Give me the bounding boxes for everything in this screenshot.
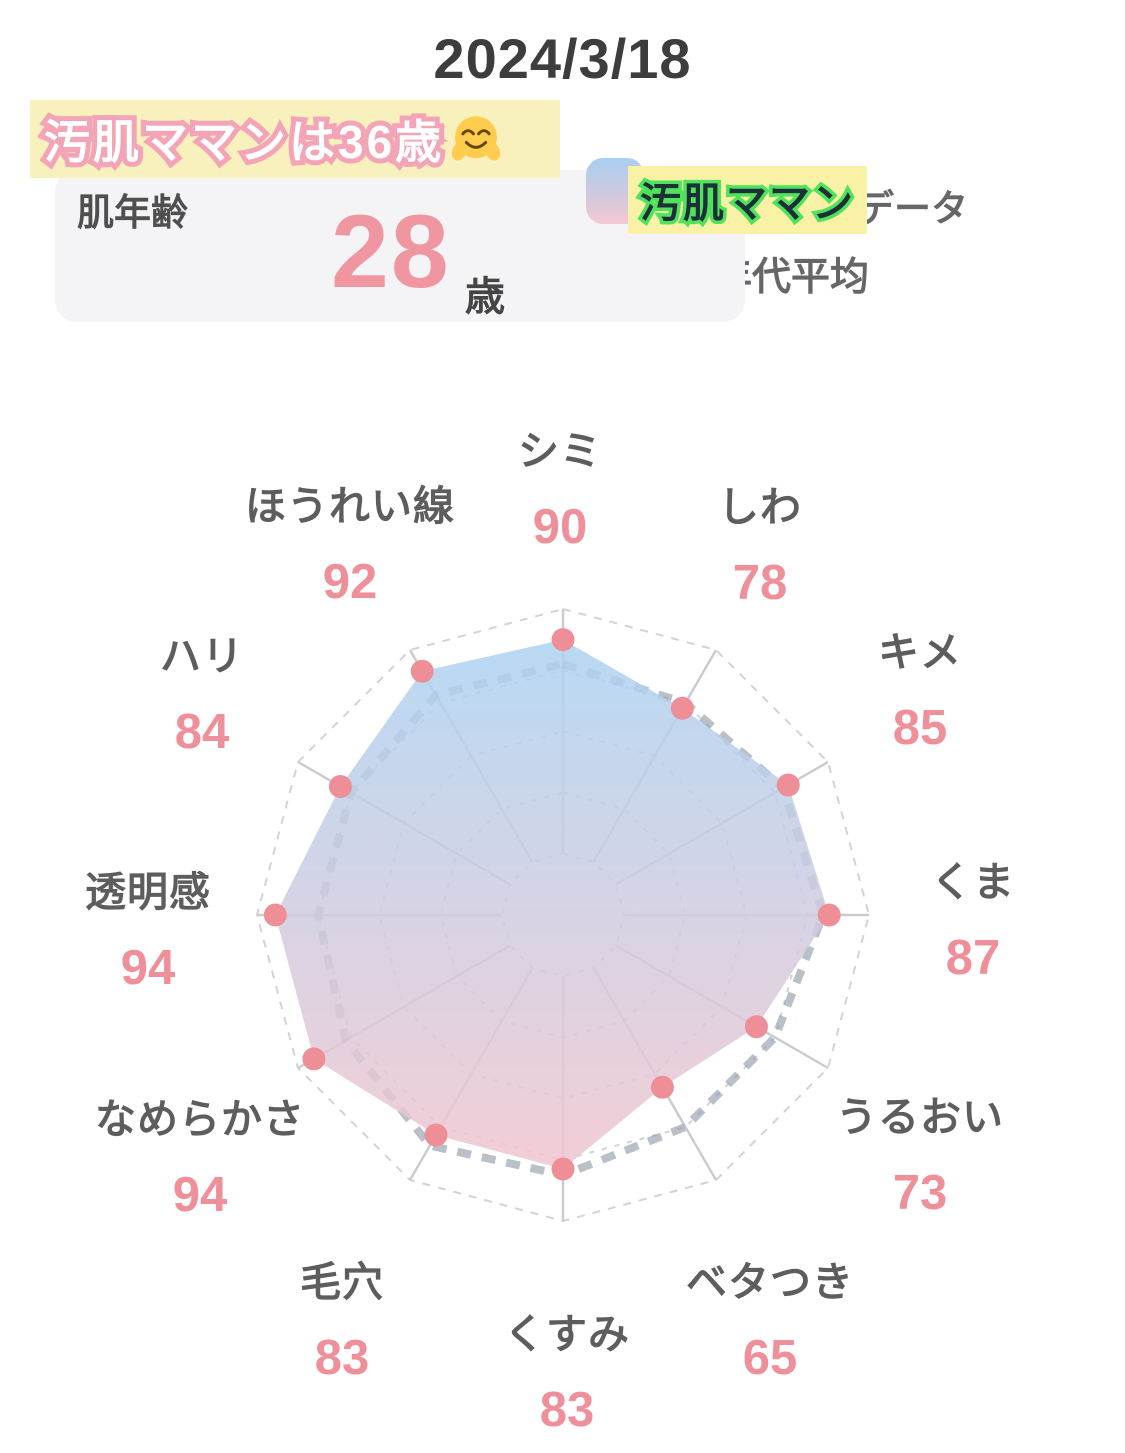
data-point-11 xyxy=(410,659,434,683)
axis-value-3: 87 xyxy=(945,931,1001,985)
data-point-10 xyxy=(328,774,352,798)
user-series-name: 汚肌ママン 汚肌ママン xyxy=(637,169,857,230)
data-point-3 xyxy=(817,903,841,927)
axis-label-2: キメ xyxy=(878,629,962,675)
axis-value-5: 65 xyxy=(742,1331,798,1385)
axis-value-4: 73 xyxy=(892,1166,948,1220)
hugging-face-emoji xyxy=(452,116,501,161)
user-series-name-highlight: 汚肌ママン 汚肌ママン xyxy=(628,166,867,234)
axis-label-4: うるおい xyxy=(836,1094,1004,1140)
data-point-7 xyxy=(424,1123,448,1147)
axis-label-6: くすみ xyxy=(504,1311,630,1357)
skin-age-unit: 歳 xyxy=(465,275,505,319)
axis-label-3: くま xyxy=(931,859,1015,905)
axis-value-6: 83 xyxy=(539,1383,595,1437)
data-point-8 xyxy=(302,1047,326,1071)
report-date: 2024/3/18 xyxy=(433,27,692,90)
title-banner: 汚肌ママンは36歳 汚肌ママンは36歳 xyxy=(30,100,560,178)
data-point-6 xyxy=(551,1157,575,1181)
data-point-5 xyxy=(650,1075,674,1099)
user-series-area xyxy=(275,639,830,1169)
axis-value-9: 94 xyxy=(120,941,176,995)
axis-label-8: なめらかさ xyxy=(95,1096,305,1142)
axis-label-7: 毛穴 xyxy=(300,1259,384,1305)
skin-age-value: 28 xyxy=(331,194,451,310)
axis-value-11: 92 xyxy=(322,555,378,609)
axis-label-0: シミ xyxy=(518,428,602,474)
axis-value-7: 83 xyxy=(314,1331,370,1385)
data-point-0 xyxy=(551,628,575,652)
axis-value-1: 78 xyxy=(732,556,788,610)
axis-label-1: しわ xyxy=(718,484,802,530)
skin-age-label: 肌年齢 xyxy=(77,192,188,233)
data-point-1 xyxy=(670,696,694,720)
user-series-name-fill: 汚肌ママン xyxy=(640,180,855,226)
banner-text-fill: 汚肌ママンは36歳 xyxy=(44,116,445,168)
axis-label-10: ハリ xyxy=(160,633,244,679)
axis-value-0: 90 xyxy=(532,500,588,554)
banner-text: 汚肌ママンは36歳 汚肌ママンは36歳 xyxy=(39,106,446,173)
data-point-4 xyxy=(744,1015,768,1039)
axis-label-5: ベタつき xyxy=(686,1259,854,1305)
axis-label-9: 透明感 xyxy=(85,869,211,915)
user-series-name-outline: 汚肌ママン xyxy=(637,177,857,230)
banner-text-outline: 汚肌ママンは36歳 xyxy=(39,111,446,173)
data-point-9 xyxy=(263,903,287,927)
data-point-2 xyxy=(776,773,800,797)
axis-label-11: ほうれい線 xyxy=(245,483,455,529)
axis-value-8: 94 xyxy=(172,1168,228,1222)
axis-value-10: 84 xyxy=(174,705,230,759)
axis-value-2: 85 xyxy=(892,701,948,755)
